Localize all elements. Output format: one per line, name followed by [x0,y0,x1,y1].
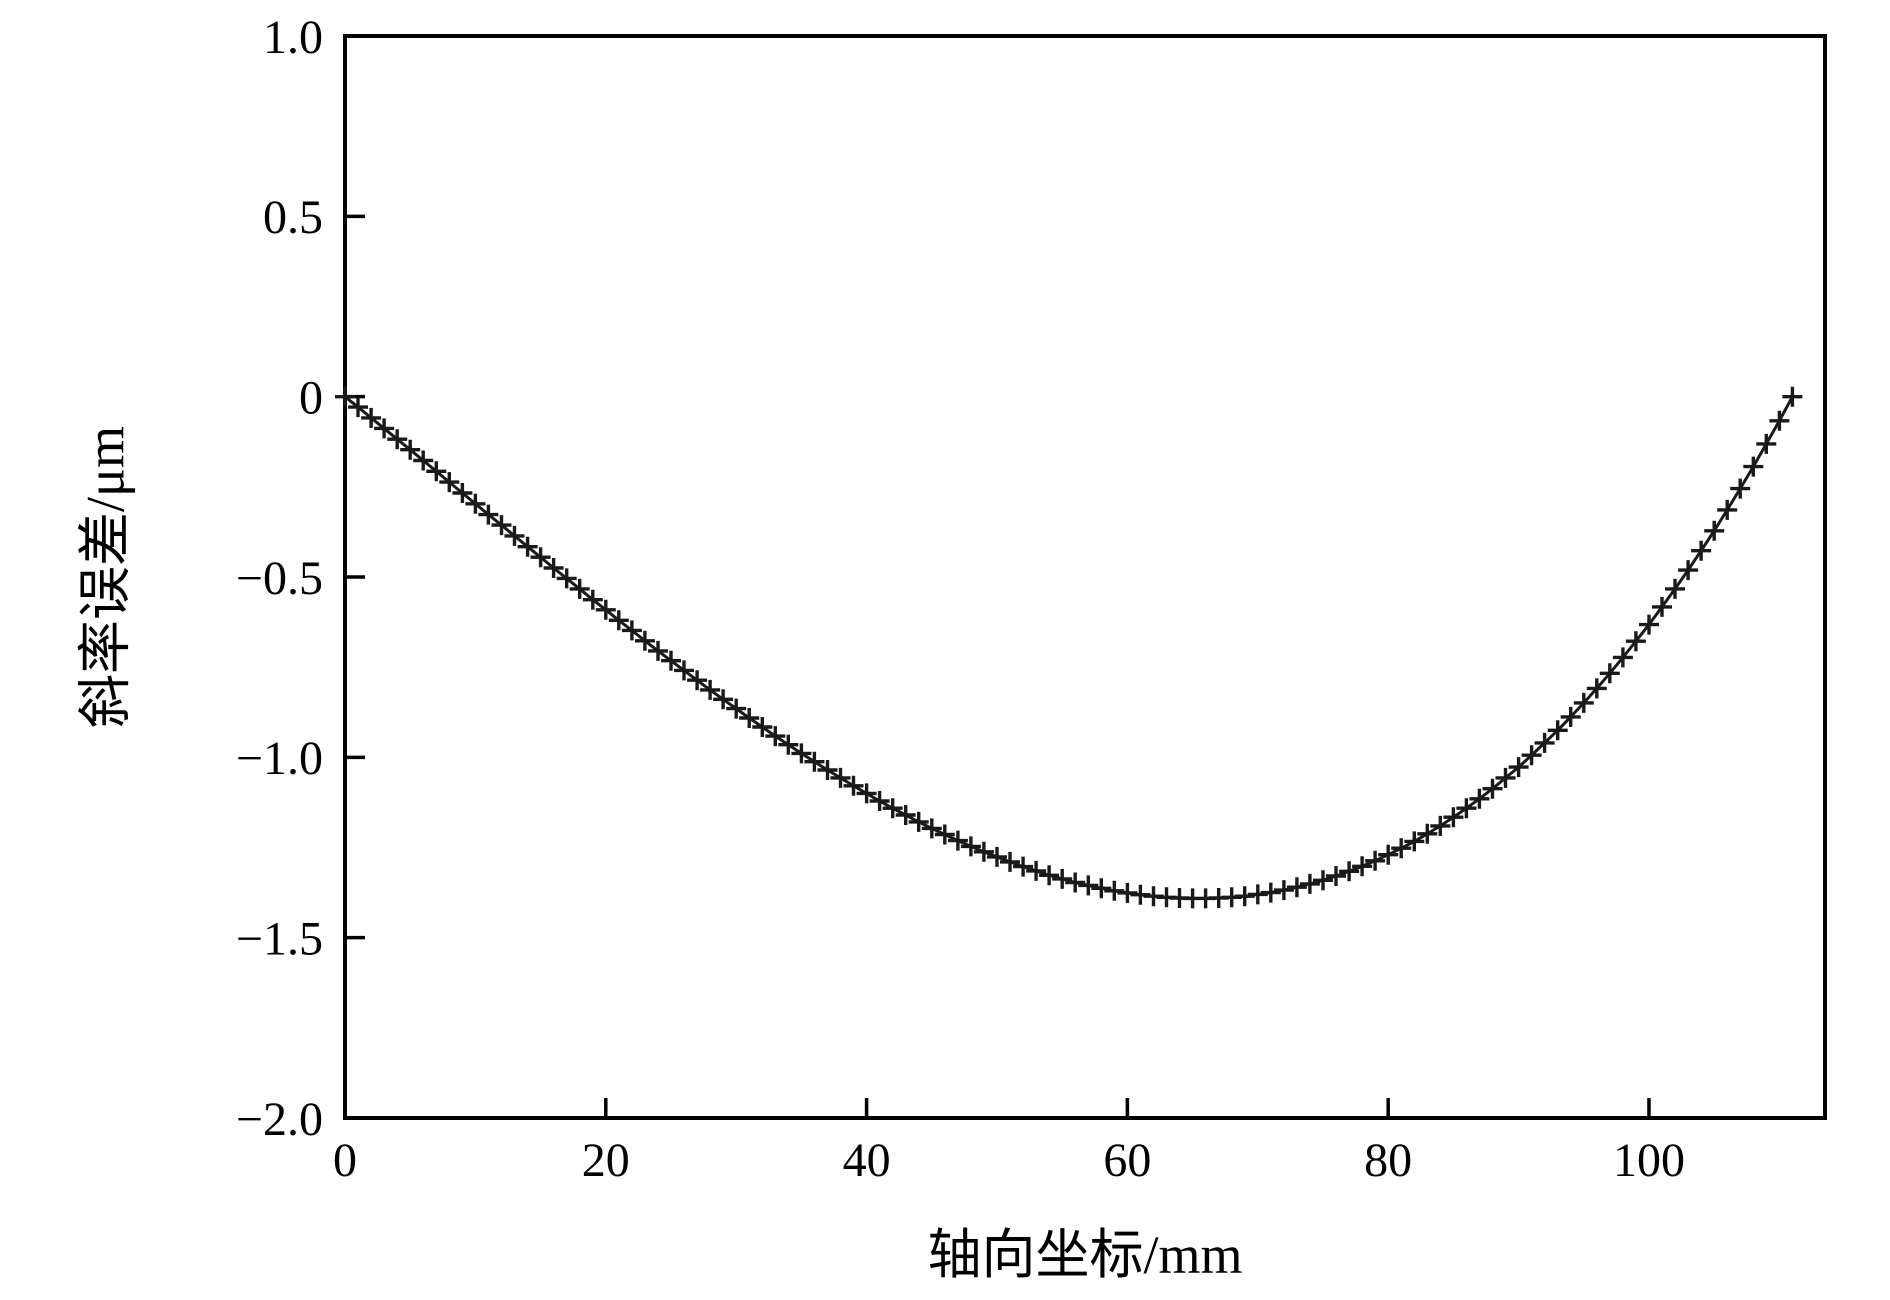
y-tick-label: 1.0 [263,11,323,64]
x-tick-label: 60 [1103,1134,1151,1187]
x-tick-label: 0 [333,1134,357,1187]
x-tick-label: 20 [582,1134,630,1187]
x-tick-label: 80 [1364,1134,1412,1187]
y-tick-label: 0.5 [263,191,323,244]
y-tick-label: 0 [299,371,323,424]
series-line [344,395,1794,900]
y-axis-label: 斜率误差/μm [75,426,136,728]
series-plus-markers [335,386,1803,909]
x-tick-label: 40 [843,1134,891,1187]
x-tick-label: 100 [1613,1134,1685,1187]
y-tick-label: −1.0 [236,732,323,785]
y-tick-label: −0.5 [236,552,323,605]
y-tick-label: −2.0 [236,1093,323,1146]
y-tick-label: −1.5 [236,912,323,965]
x-axis-label: 轴向坐标/mm [927,1225,1243,1285]
